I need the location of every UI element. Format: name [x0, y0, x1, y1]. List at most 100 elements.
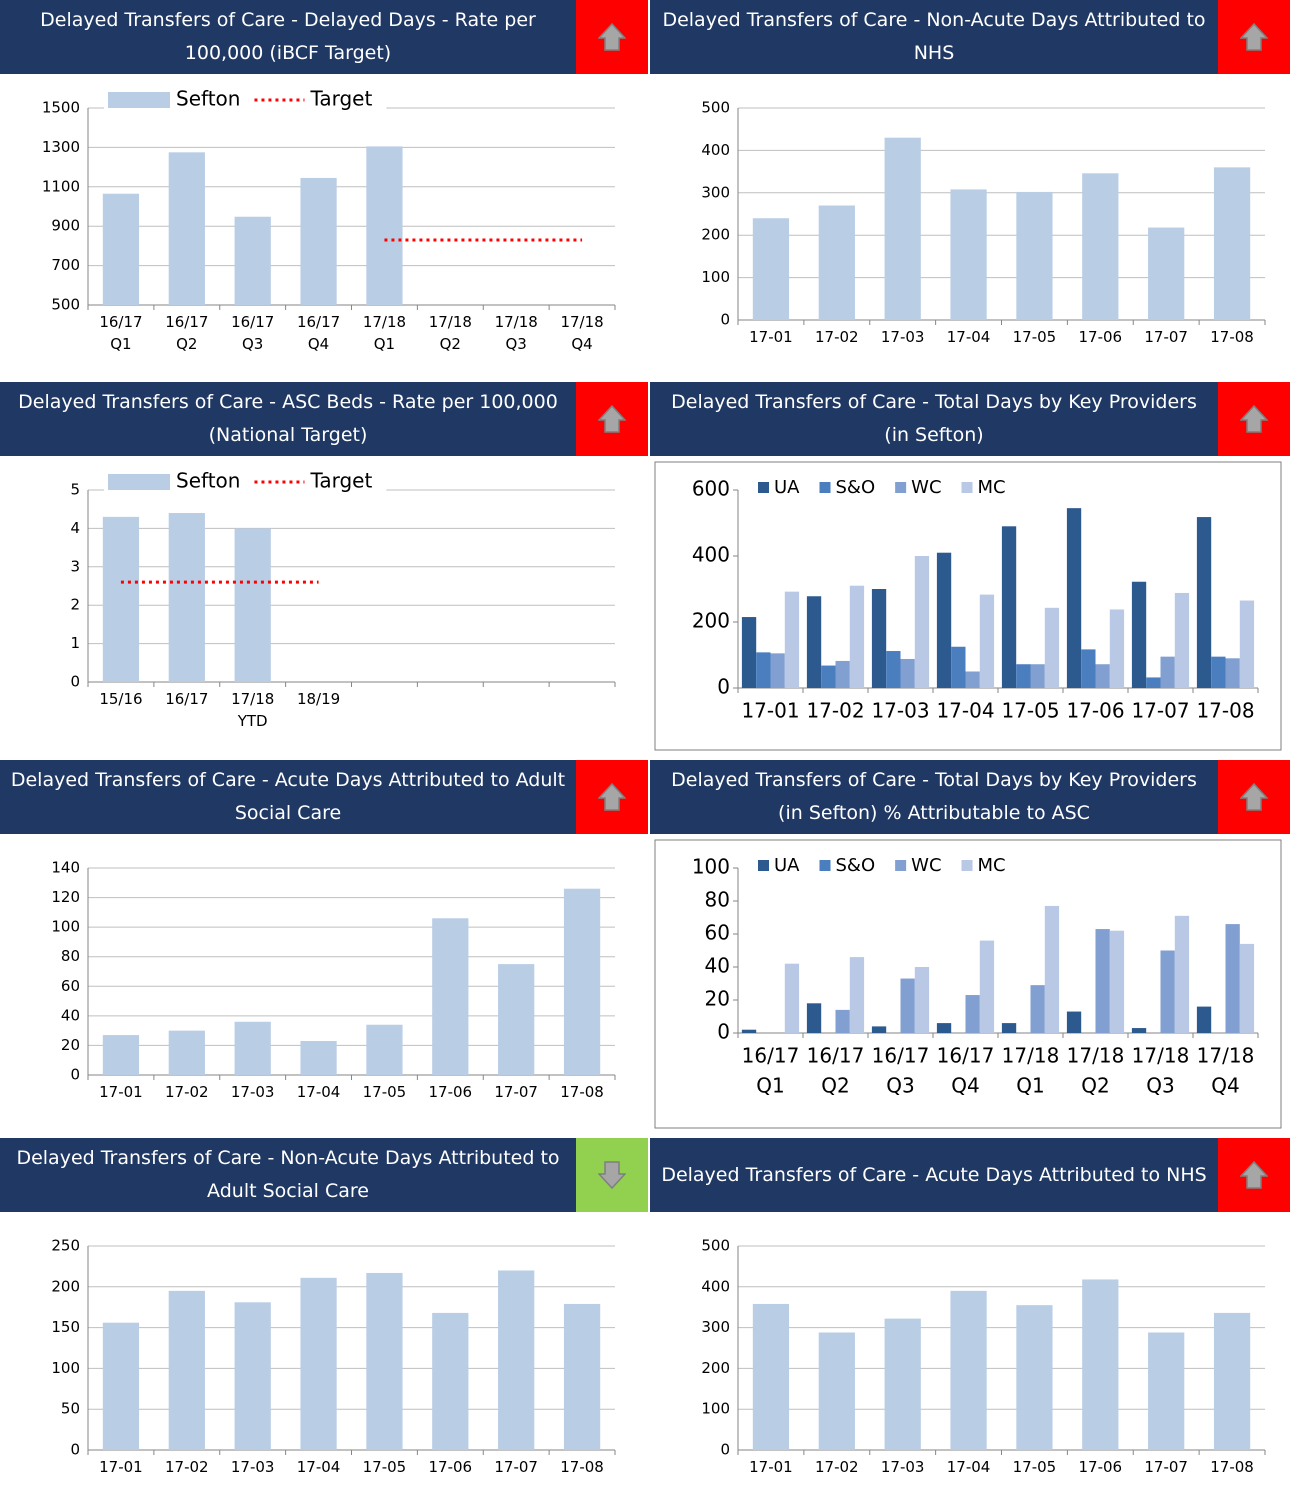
- bar: [849, 957, 865, 1033]
- bar: [1225, 658, 1240, 688]
- x-tick-label: 17/18: [560, 313, 603, 331]
- bar: [102, 516, 140, 682]
- x-tick-label: 17-01: [741, 699, 799, 723]
- panel-title: Delayed Transfers of Care - Non-Acute Da…: [16, 1147, 560, 1202]
- x-tick-label: 16/17: [807, 1044, 865, 1068]
- bar: [234, 1021, 271, 1075]
- x-tick-label: Q3: [1146, 1074, 1174, 1098]
- bar: [884, 137, 921, 320]
- bar: [784, 591, 800, 688]
- y-tick-label: 120: [51, 888, 80, 906]
- x-tick-label: 17-02: [815, 328, 859, 346]
- y-tick-label: 40: [705, 954, 730, 978]
- bar: [1196, 1006, 1212, 1033]
- bar: [234, 528, 271, 682]
- bar: [914, 967, 930, 1033]
- x-tick-label: 17-04: [936, 699, 994, 723]
- x-tick-label: 17-05: [363, 1458, 407, 1476]
- bar: [102, 193, 140, 305]
- bar: [1001, 526, 1017, 688]
- bar: [979, 940, 995, 1033]
- status-indicator: [1218, 0, 1290, 74]
- bar: [835, 660, 850, 688]
- bar: [1196, 517, 1212, 688]
- legend-label: S&O: [836, 477, 876, 498]
- bar: [1160, 656, 1175, 688]
- x-tick-label: 16/17: [937, 1044, 995, 1068]
- y-tick-label: 0: [70, 1066, 80, 1084]
- bar: [936, 1023, 952, 1033]
- bar: [498, 964, 535, 1075]
- x-tick-label: 16/17: [872, 1044, 930, 1068]
- arrow: [598, 1161, 626, 1190]
- x-tick-label: Q2: [176, 335, 197, 353]
- y-tick-label: 0: [717, 675, 730, 699]
- bar: [1146, 677, 1161, 688]
- bar: [871, 589, 887, 688]
- bar: [563, 888, 601, 1075]
- y-tick-label: 1100: [42, 177, 80, 195]
- bar: [886, 651, 901, 688]
- y-tick-label: 100: [51, 1359, 80, 1377]
- legend-label: MC: [978, 477, 1006, 498]
- panel-header: Delayed Transfers of Care - Total Days b…: [650, 382, 1290, 456]
- legend-swatch: [895, 482, 907, 493]
- panel-title: Delayed Transfers of Care - Acute Days A…: [10, 769, 566, 824]
- bar: [498, 1270, 535, 1450]
- bar: [914, 556, 930, 688]
- panel-header: Delayed Transfers of Care - Total Days b…: [650, 760, 1290, 834]
- arrow: [598, 782, 626, 811]
- y-tick-label: 150: [51, 1318, 80, 1336]
- bar: [1131, 1028, 1147, 1033]
- bar: [1066, 1011, 1082, 1033]
- bar: [1148, 227, 1185, 320]
- bar: [900, 658, 915, 688]
- bar: [1109, 930, 1125, 1033]
- bar: [951, 646, 966, 688]
- y-tick-label: 400: [701, 141, 730, 159]
- chart-border: [654, 461, 1282, 751]
- y-tick-label: 200: [51, 1277, 80, 1295]
- y-tick-label: 80: [705, 888, 730, 912]
- bar: [1213, 1312, 1251, 1450]
- x-tick-label: Q4: [308, 335, 329, 353]
- legend-label: UA: [774, 477, 800, 498]
- x-tick-label: 17-05: [1013, 328, 1057, 346]
- bar: [950, 189, 987, 320]
- y-tick-label: 0: [720, 311, 730, 329]
- bar: [784, 963, 800, 1033]
- y-tick-label: 100: [692, 855, 730, 879]
- bar: [168, 513, 205, 682]
- legend-swatch: [961, 860, 973, 871]
- x-tick-label: 16/17: [165, 313, 208, 331]
- bar: [1213, 167, 1251, 320]
- x-tick-label: 15/16: [99, 690, 142, 708]
- x-tick-label: 17-07: [1144, 1458, 1188, 1476]
- bar: [871, 1026, 887, 1033]
- y-tick-label: 0: [70, 1441, 80, 1459]
- bar: [234, 216, 271, 305]
- y-tick-label: 3: [70, 557, 80, 575]
- bar: [300, 177, 337, 305]
- bar: [950, 1290, 987, 1450]
- bar: [1095, 664, 1110, 688]
- legend-swatch: [819, 482, 831, 493]
- bar: [965, 995, 980, 1033]
- legend-label: Target: [309, 87, 372, 111]
- arrow: [598, 22, 626, 51]
- legend-label: WC: [911, 477, 941, 498]
- y-tick-label: 5: [70, 481, 80, 499]
- y-tick-label: 500: [701, 1237, 730, 1255]
- legend-label: Target: [309, 469, 372, 493]
- arrow: [1240, 22, 1268, 51]
- x-tick-label: 16/17: [231, 313, 274, 331]
- x-tick-label: 17-01: [99, 1083, 143, 1101]
- x-tick-label: 17-01: [749, 1458, 793, 1476]
- bar: [300, 1040, 337, 1075]
- x-tick-label: YTD: [237, 712, 268, 730]
- bar: [756, 652, 771, 688]
- bar: [1225, 924, 1240, 1033]
- legend-label: S&O: [836, 855, 876, 876]
- x-tick-label: 17-07: [494, 1458, 538, 1476]
- y-tick-label: 2: [70, 596, 80, 614]
